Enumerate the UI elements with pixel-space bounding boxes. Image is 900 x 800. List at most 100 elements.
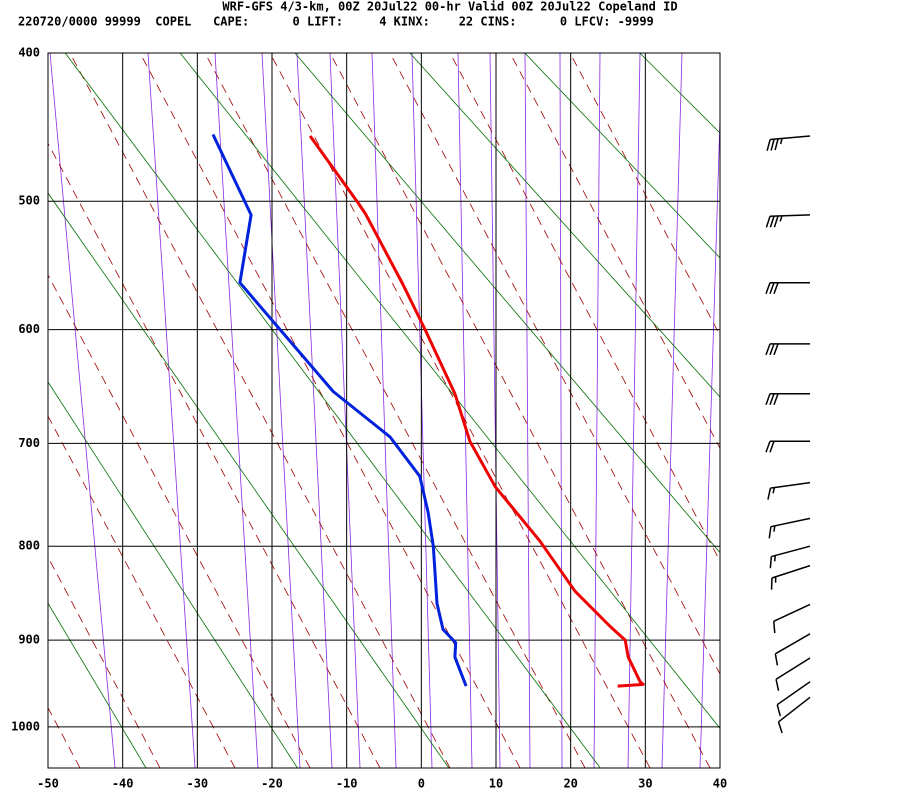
y-tick-label: 1000: [11, 719, 40, 733]
mixing-ratio-line: [261, 53, 301, 768]
wind-barb: [765, 440, 810, 453]
wind-barb: [765, 392, 810, 405]
x-tick-label: 0: [418, 777, 425, 791]
dry-adiabat: [179, 53, 720, 729]
mixing-ratio-line: [49, 53, 116, 768]
barb-feather: [769, 393, 775, 405]
wind-barb: [777, 696, 811, 734]
barb-feather: [774, 653, 779, 666]
wind-barb: [767, 481, 811, 500]
chart-subtitle: 220720/0000 99999 COPEL CAPE: 0 LIFT: 4 …: [18, 15, 654, 29]
wind-barb: [768, 517, 811, 539]
mixing-ratio-line: [699, 104, 720, 768]
barb-staff: [771, 545, 811, 558]
wind-barb: [766, 135, 811, 151]
wind-barb: [775, 657, 811, 691]
wind-barb: [765, 343, 810, 356]
barb-feather: [773, 215, 779, 228]
barb-feather: [765, 216, 771, 228]
x-tick-label: 10: [489, 777, 503, 791]
barb-staff: [775, 657, 811, 680]
x-tick-label: 20: [563, 777, 577, 791]
mixing-ratio-line: [593, 53, 601, 768]
barb-feather: [770, 138, 775, 151]
dry-adiabat: [524, 53, 720, 259]
barb-feather: [773, 621, 776, 634]
x-tick-label: -50: [37, 777, 59, 791]
barb-feather: [769, 343, 775, 356]
dry-adiabat: [409, 53, 720, 398]
barb-feather: [769, 556, 773, 569]
chart-title: WRF-GFS 4/3-km, 00Z 20Jul22 00-hr Valid …: [222, 0, 677, 14]
dry-adiabat: [48, 381, 298, 768]
barb-staff: [769, 214, 811, 217]
barb-feather: [773, 343, 779, 356]
plot-frame: [47, 52, 721, 769]
barb-feather: [776, 704, 781, 717]
sounding-line: [308, 135, 645, 688]
dry-adiabat: [48, 192, 450, 768]
barb-feather: [768, 526, 772, 539]
wind-barb: [770, 564, 811, 590]
barb-feather: [773, 282, 779, 295]
barb-feather: [777, 721, 783, 734]
barb-feather: [766, 139, 771, 151]
barb-feather: [769, 441, 775, 453]
mixing-ratio-line: [457, 53, 473, 768]
barb-feather: [773, 525, 776, 532]
mixing-ratio-line: [559, 53, 563, 768]
barb-staff: [776, 681, 811, 706]
barb-staff: [773, 603, 811, 623]
barb-staff: [778, 696, 811, 723]
barb-feather: [773, 393, 779, 405]
x-tick-label: -40: [112, 777, 134, 791]
mixing-ratio-line: [214, 53, 259, 768]
barb-feather: [774, 138, 779, 151]
mixing-ratio-line: [147, 53, 196, 768]
x-tick-label: -30: [186, 777, 208, 791]
x-tick-label: 40: [713, 777, 727, 791]
barb-feather: [765, 282, 771, 295]
barb-staff: [774, 633, 811, 655]
barb-feather: [769, 282, 775, 295]
y-tick-label: 800: [18, 539, 40, 553]
barb-staff: [770, 481, 811, 489]
dry-adiabat: [294, 53, 720, 554]
mixing-ratio-line: [411, 53, 433, 768]
y-tick-label: 500: [18, 194, 40, 208]
mixing-ratio-line: [661, 53, 683, 768]
wind-barb: [769, 545, 811, 569]
mixing-ratio-line: [524, 53, 531, 768]
y-tick-label: 900: [18, 633, 40, 647]
y-tick-label: 700: [18, 436, 40, 450]
barb-staff: [770, 517, 811, 528]
profiles: [211, 133, 645, 688]
barb-feather: [765, 393, 771, 405]
mixing-ratio-line: [371, 53, 397, 768]
x-tick-label: -10: [336, 777, 358, 791]
barb-staff: [770, 135, 811, 141]
barb-staff: [771, 564, 811, 579]
barb-feather: [765, 441, 771, 453]
barb-feather: [769, 215, 775, 228]
mixing-ratio-line: [296, 53, 333, 768]
mixing-ratio-line: [489, 53, 501, 768]
dry-adiabat: [48, 602, 147, 768]
wind-barb: [773, 603, 811, 634]
wind-barb: [774, 633, 811, 666]
sounding-line: [211, 133, 468, 687]
barb-feather: [765, 343, 771, 356]
barb-feather: [779, 138, 783, 145]
wind-barb: [765, 281, 810, 295]
y-tick-label: 400: [18, 46, 40, 60]
barb-feather: [772, 487, 776, 494]
wind-barb: [776, 681, 811, 717]
x-tick-label: 30: [638, 777, 652, 791]
barb-feather: [773, 555, 776, 562]
wind-barb: [765, 214, 811, 228]
barb-feather: [767, 488, 772, 500]
y-tick-label: 600: [18, 322, 40, 336]
barb-feather: [775, 679, 780, 691]
